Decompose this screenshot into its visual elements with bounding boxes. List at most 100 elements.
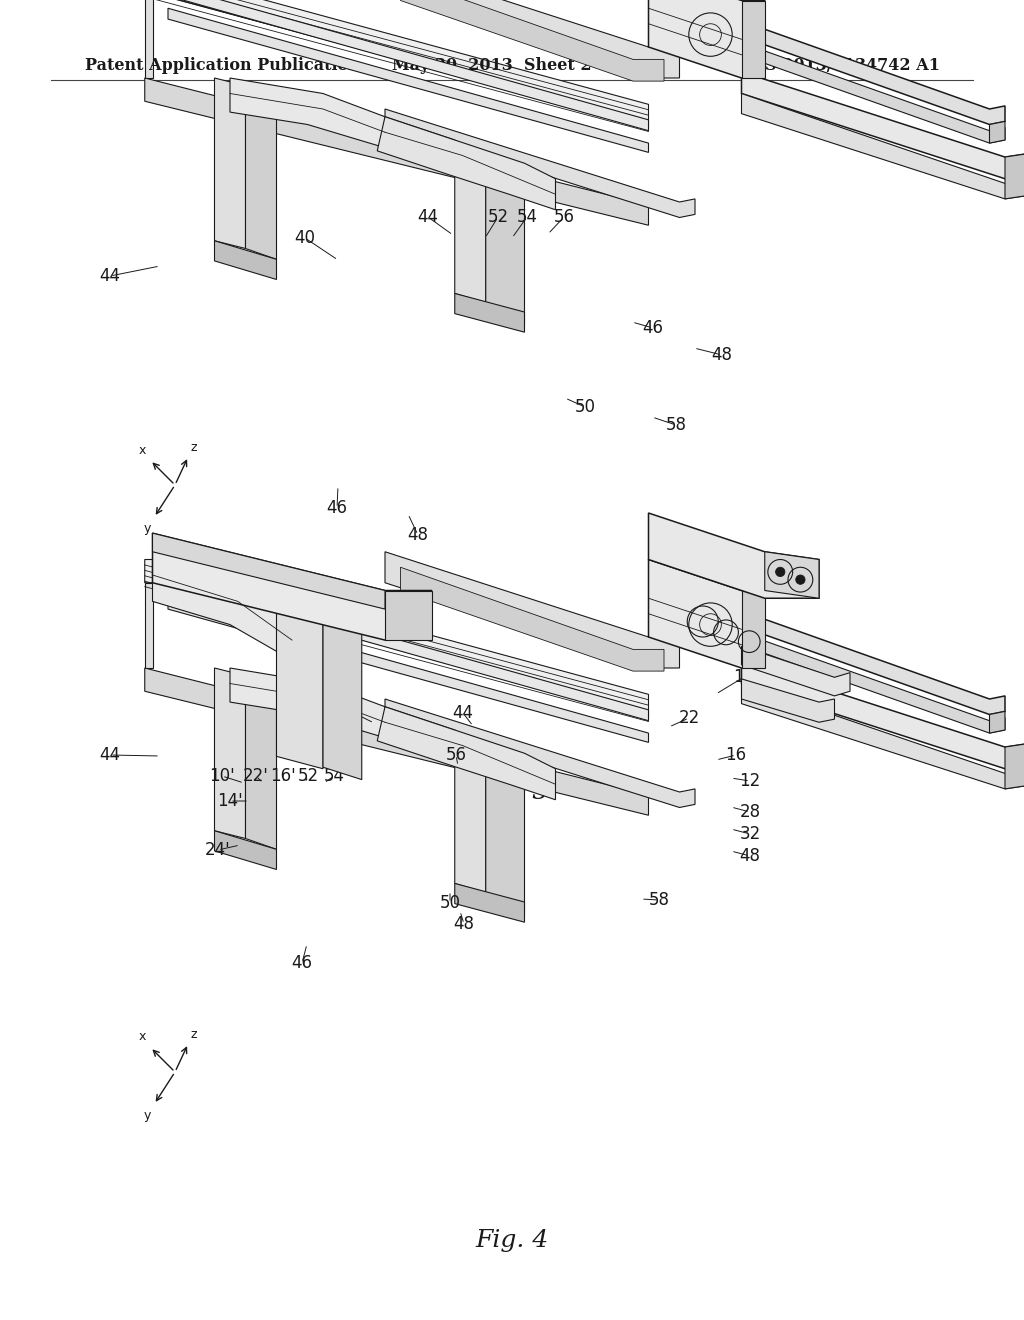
Polygon shape bbox=[455, 730, 485, 892]
Text: 52: 52 bbox=[487, 209, 509, 226]
Text: 44: 44 bbox=[99, 746, 121, 764]
Polygon shape bbox=[230, 78, 385, 148]
Polygon shape bbox=[385, 590, 431, 640]
Polygon shape bbox=[144, 668, 648, 816]
Text: 40: 40 bbox=[295, 228, 315, 247]
Text: 46: 46 bbox=[642, 319, 664, 337]
Polygon shape bbox=[750, 635, 1005, 733]
Polygon shape bbox=[648, 0, 765, 78]
Polygon shape bbox=[385, 700, 695, 808]
Polygon shape bbox=[153, 533, 385, 609]
Text: 52: 52 bbox=[297, 767, 318, 785]
Text: z: z bbox=[190, 441, 198, 454]
Polygon shape bbox=[153, 560, 292, 660]
Text: 50: 50 bbox=[574, 399, 596, 416]
Text: 44: 44 bbox=[99, 267, 121, 285]
Polygon shape bbox=[741, 647, 850, 696]
Text: 58: 58 bbox=[666, 416, 686, 434]
Text: May 30, 2013  Sheet 2 of 2: May 30, 2013 Sheet 2 of 2 bbox=[392, 57, 632, 74]
Text: Patent Application Publication: Patent Application Publication bbox=[85, 57, 359, 74]
Text: 16': 16' bbox=[270, 767, 296, 785]
Polygon shape bbox=[765, 552, 819, 598]
Circle shape bbox=[775, 568, 785, 577]
Text: 48: 48 bbox=[712, 346, 732, 364]
Polygon shape bbox=[741, 94, 1024, 199]
Text: 56: 56 bbox=[445, 746, 467, 764]
Polygon shape bbox=[276, 590, 323, 768]
Polygon shape bbox=[485, 739, 524, 915]
Polygon shape bbox=[377, 706, 555, 800]
Text: 48: 48 bbox=[454, 915, 474, 933]
Polygon shape bbox=[214, 240, 276, 280]
Polygon shape bbox=[485, 149, 524, 325]
Text: y: y bbox=[144, 521, 152, 535]
Polygon shape bbox=[1005, 742, 1024, 789]
Polygon shape bbox=[385, 552, 680, 668]
Text: x: x bbox=[139, 444, 146, 457]
Polygon shape bbox=[168, 0, 648, 131]
Polygon shape bbox=[144, 560, 648, 718]
Polygon shape bbox=[168, 576, 648, 721]
Text: Fig. 4: Fig. 4 bbox=[475, 1229, 549, 1253]
Polygon shape bbox=[246, 86, 276, 259]
Polygon shape bbox=[385, 0, 680, 78]
Polygon shape bbox=[750, 45, 1005, 143]
Polygon shape bbox=[144, 0, 153, 78]
Text: 22': 22' bbox=[243, 767, 269, 785]
Text: 58: 58 bbox=[648, 891, 670, 909]
Polygon shape bbox=[400, 568, 664, 671]
Polygon shape bbox=[455, 293, 524, 333]
Polygon shape bbox=[741, 661, 1024, 768]
Polygon shape bbox=[741, 71, 1024, 178]
Polygon shape bbox=[648, 560, 765, 668]
Text: 12: 12 bbox=[739, 772, 761, 789]
Text: 10: 10 bbox=[733, 668, 755, 686]
Polygon shape bbox=[750, 614, 1005, 714]
Text: Fig. 3: Fig. 3 bbox=[475, 780, 549, 804]
Polygon shape bbox=[214, 830, 276, 870]
Polygon shape bbox=[989, 711, 1005, 733]
Text: z: z bbox=[190, 1028, 198, 1041]
Polygon shape bbox=[741, 684, 1024, 789]
Text: 42: 42 bbox=[336, 700, 356, 718]
Text: 44: 44 bbox=[418, 209, 438, 226]
Polygon shape bbox=[230, 668, 385, 738]
Text: 32: 32 bbox=[739, 825, 761, 843]
Polygon shape bbox=[741, 590, 765, 668]
Polygon shape bbox=[741, 678, 835, 722]
Text: x: x bbox=[139, 1031, 146, 1044]
Text: 24': 24' bbox=[205, 841, 230, 859]
Polygon shape bbox=[214, 78, 246, 248]
Text: 44: 44 bbox=[453, 704, 473, 722]
Text: 54: 54 bbox=[324, 767, 344, 785]
Polygon shape bbox=[144, 0, 648, 128]
Polygon shape bbox=[168, 8, 648, 152]
Polygon shape bbox=[400, 0, 664, 81]
Polygon shape bbox=[455, 883, 524, 923]
Polygon shape bbox=[144, 78, 648, 226]
Text: 54: 54 bbox=[516, 209, 538, 226]
Polygon shape bbox=[246, 676, 276, 849]
Polygon shape bbox=[153, 533, 431, 640]
Polygon shape bbox=[214, 668, 246, 838]
Polygon shape bbox=[377, 116, 555, 210]
Text: 50: 50 bbox=[439, 894, 461, 912]
Text: 46: 46 bbox=[327, 499, 347, 517]
Text: 22: 22 bbox=[678, 709, 699, 727]
Text: 48: 48 bbox=[408, 525, 428, 544]
Polygon shape bbox=[144, 582, 153, 668]
Text: y: y bbox=[144, 1109, 152, 1122]
Circle shape bbox=[796, 576, 805, 585]
Text: 46: 46 bbox=[292, 954, 312, 972]
Polygon shape bbox=[385, 110, 695, 218]
Text: 28: 28 bbox=[739, 803, 761, 821]
Text: 10': 10' bbox=[209, 767, 234, 785]
Text: 16: 16 bbox=[725, 746, 746, 764]
Polygon shape bbox=[741, 0, 765, 78]
Text: US 2013/0134742 A1: US 2013/0134742 A1 bbox=[751, 57, 940, 74]
Polygon shape bbox=[989, 121, 1005, 143]
Polygon shape bbox=[648, 513, 819, 598]
Polygon shape bbox=[323, 603, 361, 780]
Text: 14': 14' bbox=[217, 792, 243, 810]
Polygon shape bbox=[455, 140, 485, 302]
